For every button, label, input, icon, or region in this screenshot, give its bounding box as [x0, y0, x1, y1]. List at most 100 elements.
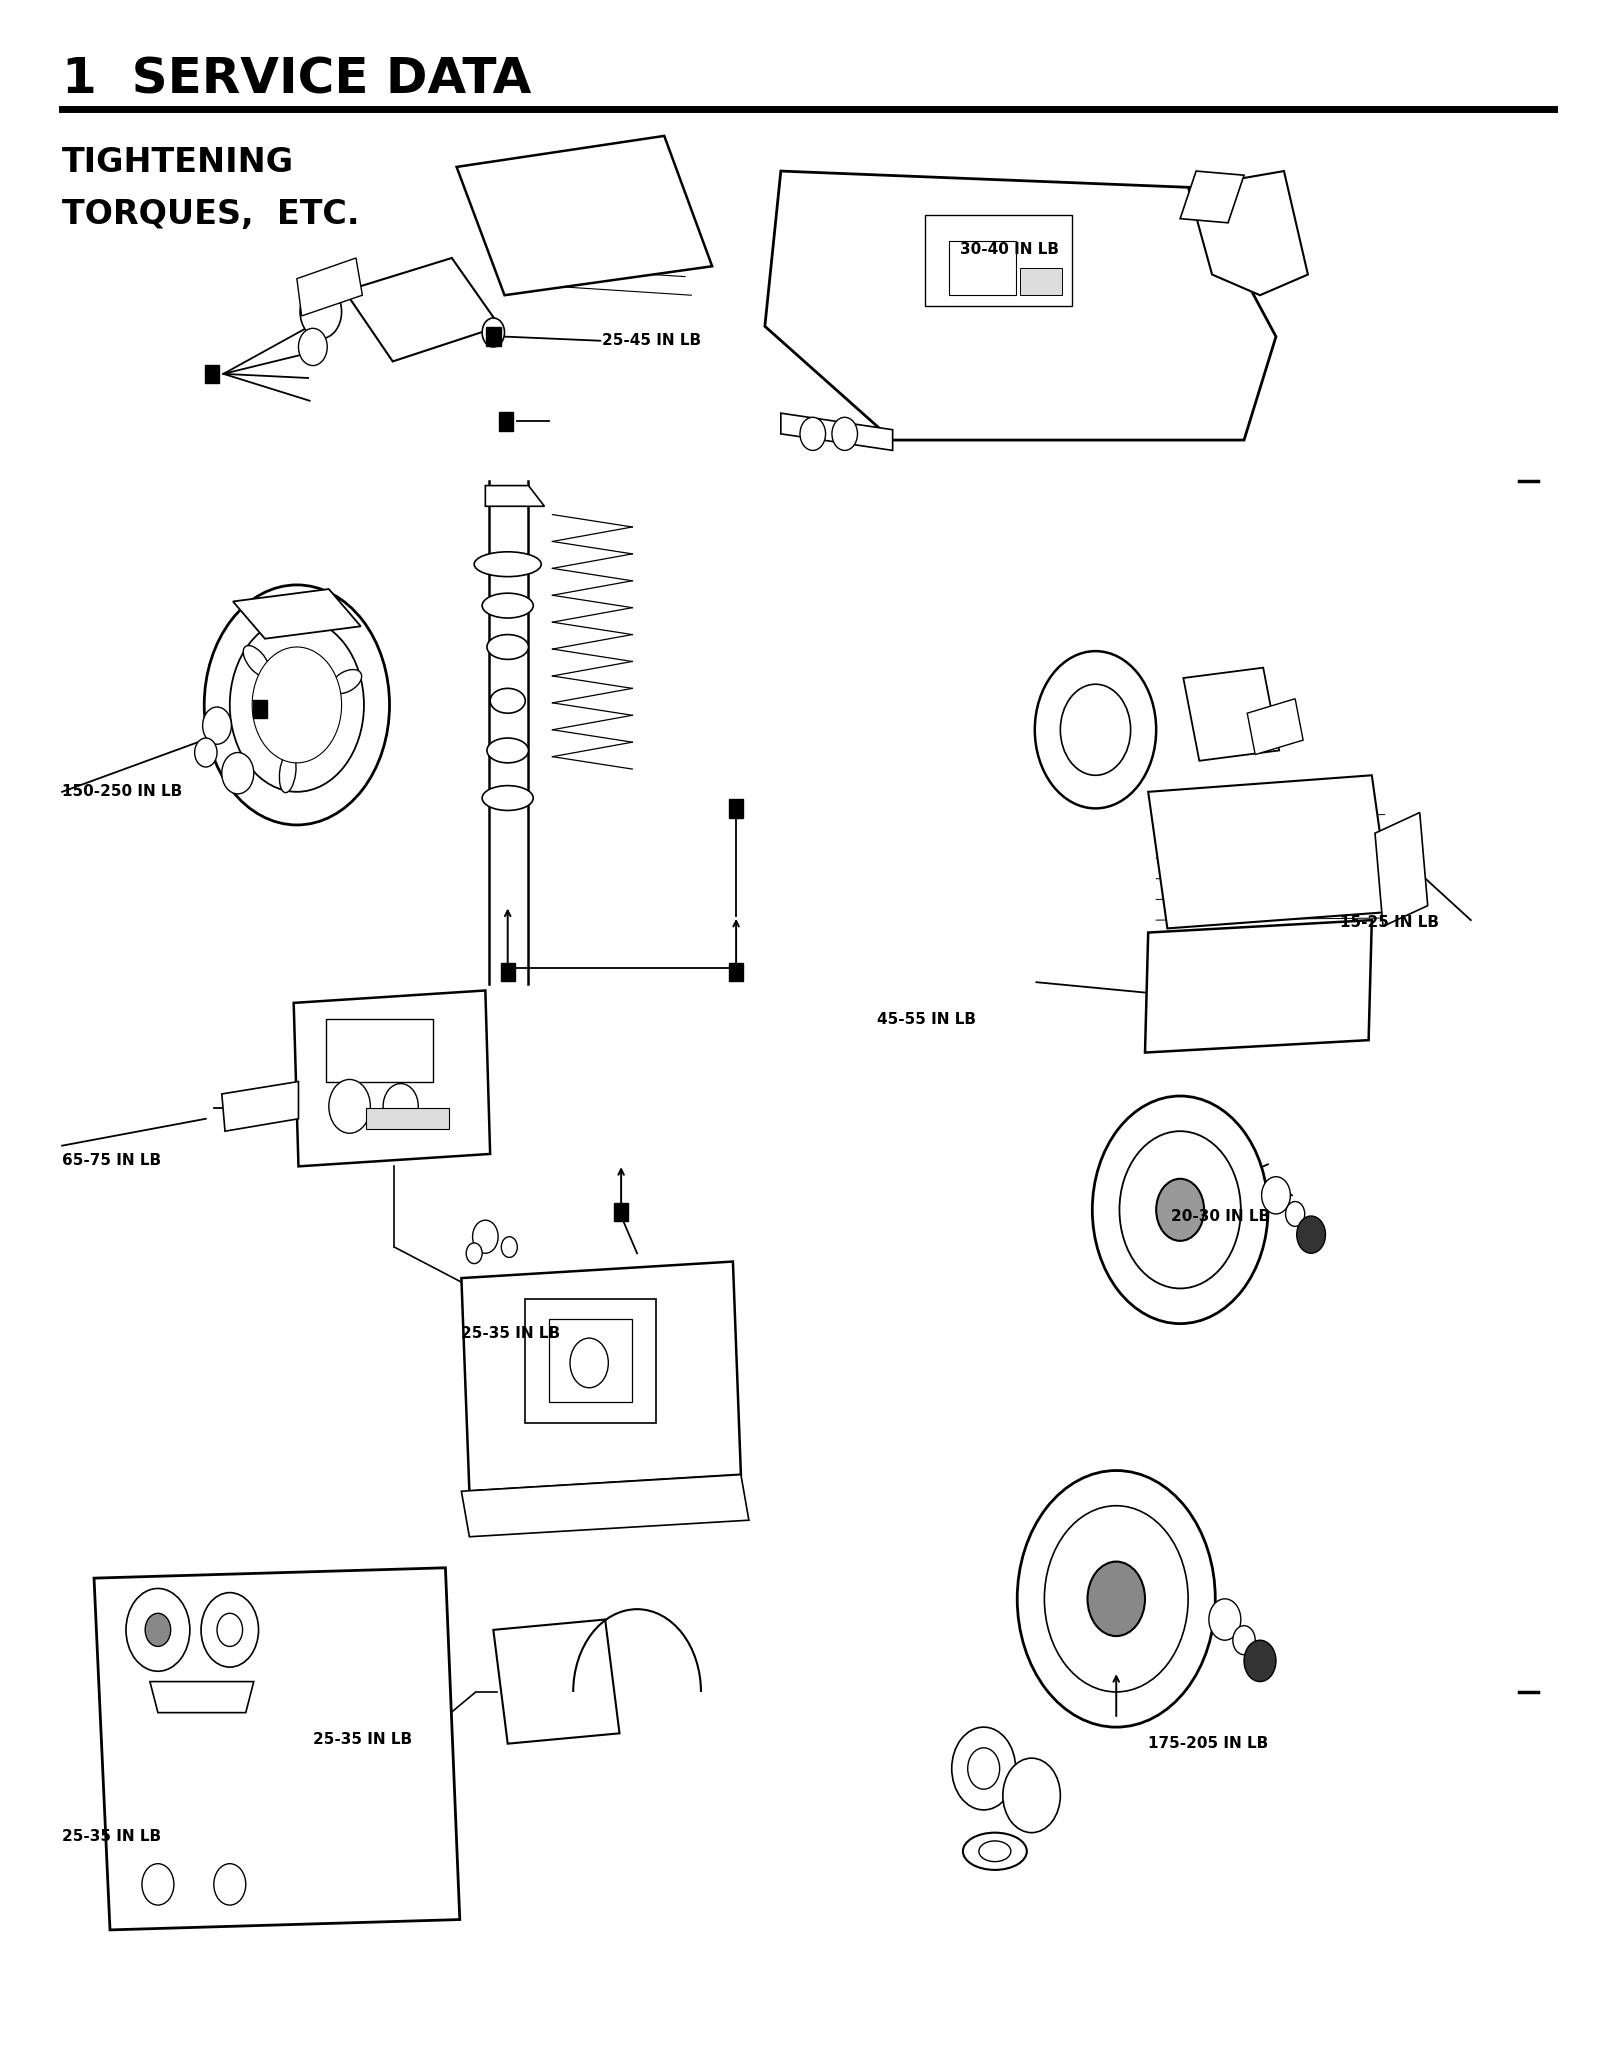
Text: TORQUES,  ETC.: TORQUES, ETC. [62, 199, 360, 230]
Circle shape [146, 1614, 171, 1647]
Ellipse shape [486, 634, 528, 659]
Text: 20-30 IN LB: 20-30 IN LB [1171, 1208, 1270, 1225]
Ellipse shape [243, 646, 270, 678]
Bar [730, 963, 744, 982]
Polygon shape [456, 137, 712, 294]
Bar [949, 242, 1016, 294]
Polygon shape [1248, 698, 1302, 754]
Text: 25-35 IN LB: 25-35 IN LB [314, 1732, 411, 1747]
Circle shape [1296, 1216, 1325, 1254]
Text: TIGHTENING: TIGHTENING [62, 147, 294, 180]
Circle shape [1093, 1096, 1267, 1324]
Circle shape [570, 1339, 608, 1388]
Circle shape [472, 1220, 498, 1254]
Ellipse shape [490, 688, 525, 713]
Polygon shape [781, 412, 893, 450]
Circle shape [466, 1243, 482, 1264]
Text: 30-40 IN LB: 30-40 IN LB [960, 242, 1059, 257]
Ellipse shape [963, 1832, 1027, 1869]
Circle shape [1234, 1627, 1256, 1656]
Bar [501, 963, 515, 982]
Circle shape [1088, 1562, 1146, 1637]
Circle shape [1157, 1179, 1205, 1241]
Text: 45-55 IN LB: 45-55 IN LB [877, 1011, 976, 1028]
Polygon shape [493, 1620, 619, 1745]
Circle shape [301, 284, 341, 338]
Circle shape [1210, 1600, 1242, 1641]
Circle shape [952, 1728, 1016, 1809]
Polygon shape [234, 588, 360, 638]
Polygon shape [1146, 920, 1371, 1053]
Bar [326, 1019, 432, 1082]
Bar [253, 700, 267, 719]
Bar [486, 327, 501, 346]
Circle shape [195, 738, 218, 767]
Ellipse shape [486, 738, 528, 762]
Bar [499, 412, 514, 431]
Circle shape [1018, 1471, 1216, 1728]
Polygon shape [1149, 775, 1390, 928]
Polygon shape [461, 1475, 749, 1537]
Circle shape [222, 752, 254, 794]
Ellipse shape [474, 551, 541, 576]
Ellipse shape [482, 593, 533, 617]
Polygon shape [344, 259, 499, 361]
Polygon shape [94, 1569, 459, 1929]
Circle shape [230, 617, 363, 792]
Circle shape [1120, 1131, 1242, 1289]
Bar [205, 365, 219, 383]
Bar [365, 1109, 448, 1129]
Bar [549, 1320, 632, 1403]
Circle shape [968, 1749, 1000, 1790]
Ellipse shape [979, 1840, 1011, 1861]
Ellipse shape [280, 752, 296, 794]
Circle shape [218, 1614, 243, 1647]
Polygon shape [461, 1262, 741, 1492]
Circle shape [203, 707, 232, 744]
Circle shape [501, 1237, 517, 1258]
Bar [1021, 267, 1062, 294]
Circle shape [214, 1863, 246, 1904]
Polygon shape [150, 1682, 254, 1714]
Circle shape [482, 317, 504, 346]
Circle shape [1003, 1759, 1061, 1832]
Text: 65-75 IN LB: 65-75 IN LB [62, 1152, 162, 1169]
Ellipse shape [482, 785, 533, 810]
Text: 150-250 IN LB: 150-250 IN LB [62, 785, 182, 800]
Polygon shape [1184, 667, 1278, 760]
Circle shape [832, 416, 858, 450]
Ellipse shape [331, 669, 362, 694]
Text: 15-25 IN LB: 15-25 IN LB [1339, 914, 1438, 930]
Bar [525, 1299, 656, 1423]
Circle shape [1245, 1641, 1275, 1682]
Circle shape [382, 1084, 418, 1129]
Text: 1  SERVICE DATA: 1 SERVICE DATA [62, 56, 531, 104]
Circle shape [1035, 651, 1157, 808]
Bar [925, 215, 1072, 305]
Polygon shape [1189, 172, 1307, 294]
Text: 25-35 IN LB: 25-35 IN LB [461, 1326, 560, 1341]
Circle shape [800, 416, 826, 450]
Circle shape [1045, 1506, 1189, 1693]
Circle shape [253, 646, 341, 762]
Circle shape [269, 667, 326, 742]
Circle shape [126, 1589, 190, 1672]
Bar [614, 1202, 629, 1220]
Polygon shape [765, 172, 1275, 439]
Text: 175-205 IN LB: 175-205 IN LB [1149, 1736, 1269, 1751]
Circle shape [299, 327, 328, 365]
Polygon shape [485, 485, 544, 506]
Circle shape [205, 584, 389, 825]
Circle shape [1261, 1177, 1290, 1214]
Text: 25-45 IN LB: 25-45 IN LB [602, 334, 701, 348]
Polygon shape [1181, 172, 1245, 224]
Polygon shape [294, 990, 490, 1167]
Polygon shape [222, 1082, 299, 1131]
Circle shape [202, 1593, 259, 1668]
Text: 25-35 IN LB: 25-35 IN LB [62, 1830, 162, 1844]
Polygon shape [298, 259, 362, 315]
Circle shape [1285, 1202, 1304, 1227]
Polygon shape [1374, 812, 1427, 926]
Circle shape [142, 1863, 174, 1904]
Bar [730, 800, 744, 818]
